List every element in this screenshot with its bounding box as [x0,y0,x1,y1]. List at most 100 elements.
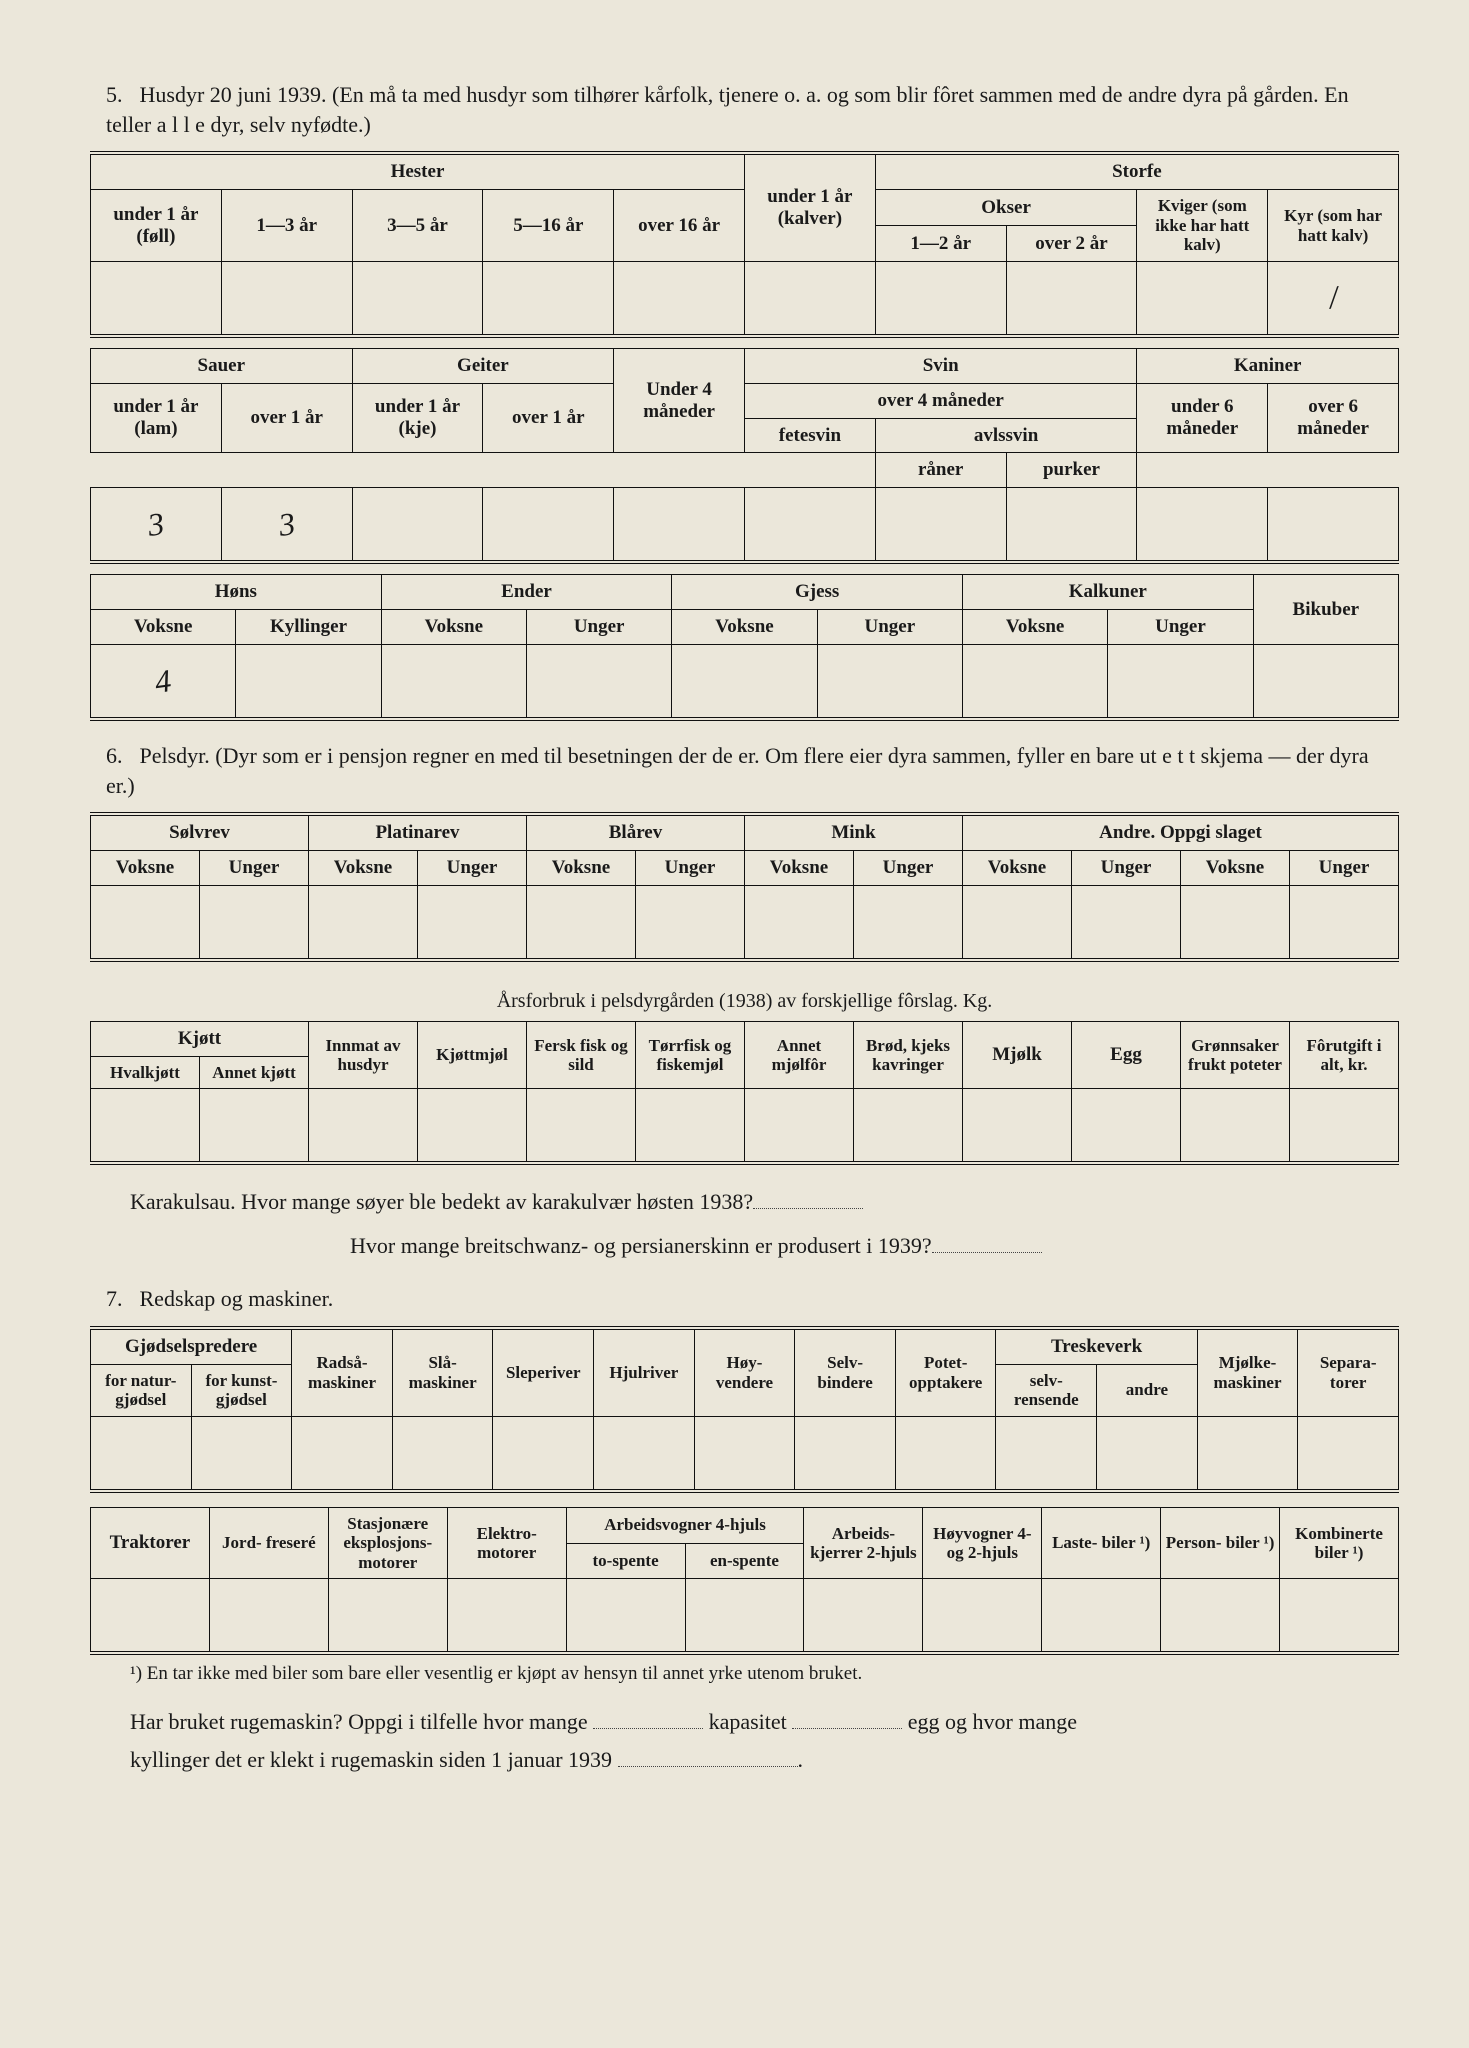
cell[interactable] [209,1579,328,1654]
h-arbeidsvogner: Arbeidsvogner 4-hjuls [566,1507,804,1543]
cell[interactable] [744,261,875,336]
cell[interactable] [292,1416,393,1491]
fill-in[interactable] [618,1748,798,1767]
cell[interactable] [875,261,1006,336]
cell[interactable] [996,1416,1097,1491]
cell[interactable] [236,644,381,719]
cell[interactable] [745,1089,854,1164]
cell[interactable] [447,1579,566,1654]
cell[interactable] [1072,885,1181,960]
karakulsau-q2: Hvor mange breitschwanz- og persianerski… [350,1227,1399,1264]
cell[interactable] [566,1579,685,1654]
cell[interactable] [200,1089,309,1164]
cell[interactable] [1280,1579,1399,1654]
fill-in[interactable] [792,1711,902,1730]
cell[interactable] [1268,488,1399,563]
cell[interactable] [352,488,483,563]
cell[interactable] [91,1579,210,1654]
pelsdyr-forbruk-caption: Årsforbruk i pelsdyrgården (1938) av for… [90,990,1399,1013]
cell[interactable] [527,885,636,960]
cell[interactable] [418,885,527,960]
cell[interactable] [381,644,526,719]
cell[interactable] [493,1416,594,1491]
cell[interactable] [817,644,962,719]
cell[interactable] [1137,261,1268,336]
cell[interactable] [91,885,200,960]
h: Unger [854,851,963,886]
cell[interactable] [923,1579,1042,1654]
cell[interactable] [854,1089,963,1164]
cell[interactable] [1108,644,1253,719]
cell[interactable] [328,1579,447,1654]
cell[interactable] [672,644,817,719]
cell[interactable] [1181,885,1290,960]
cell[interactable] [1097,1416,1198,1491]
header-svin-u4: Under 4 måneder [614,348,745,453]
header-bikuber: Bikuber [1253,575,1398,645]
cell[interactable] [309,885,418,960]
table-redskap-2: Traktorer Jord- freseré Stasjonære ekspl… [90,1507,1399,1656]
cell[interactable] [685,1579,804,1654]
cell[interactable] [352,261,483,336]
cell[interactable] [91,1416,192,1491]
cell[interactable] [804,1579,923,1654]
cell[interactable] [1290,1089,1399,1164]
cell-sau-u1[interactable]: 3 [91,488,222,563]
cell-hons-voksne[interactable]: 4 [91,644,236,719]
cell[interactable] [1137,488,1268,563]
cell[interactable] [614,261,745,336]
cell[interactable] [1253,644,1398,719]
cell[interactable] [795,1416,896,1491]
cell[interactable] [1298,1416,1399,1491]
cell[interactable] [1290,885,1399,960]
cell[interactable] [1006,488,1137,563]
cell[interactable] [91,261,222,336]
cell-sau-o1[interactable]: 3 [221,488,352,563]
cell[interactable] [191,1416,292,1491]
header-okser: Okser [875,190,1137,226]
cell[interactable] [694,1416,795,1491]
header-platinarev: Platinarev [309,814,527,850]
cell[interactable] [614,488,745,563]
cell[interactable] [1197,1416,1298,1491]
cell[interactable] [1072,1089,1181,1164]
cell[interactable] [875,488,1006,563]
cell-kyr[interactable]: / [1268,261,1399,336]
cell[interactable] [1042,1579,1161,1654]
h-personbiler: Person- biler ¹) [1161,1507,1280,1579]
cell[interactable] [483,488,614,563]
cell[interactable] [895,1416,996,1491]
cell[interactable] [418,1089,527,1164]
cell[interactable] [594,1416,695,1491]
header-voksne: Voksne [672,610,817,645]
cell[interactable] [527,1089,636,1164]
cell[interactable] [1161,1579,1280,1654]
cell[interactable] [854,885,963,960]
h-gkunst: for kunst- gjødsel [191,1364,292,1416]
header-ender: Ender [381,575,672,610]
fill-in[interactable] [593,1711,703,1730]
cell[interactable] [962,644,1107,719]
cell[interactable] [744,488,875,563]
cell[interactable] [483,261,614,336]
cell[interactable] [963,1089,1072,1164]
cell[interactable] [636,1089,745,1164]
cell[interactable] [745,885,854,960]
cell[interactable] [221,261,352,336]
h-treskeverk: Treskeverk [996,1328,1197,1364]
cell[interactable] [1181,1089,1290,1164]
fill-in[interactable] [753,1191,863,1210]
header-kjott: Kjøtt [91,1021,309,1056]
cell[interactable] [526,644,671,719]
cell[interactable] [200,885,309,960]
header-sau-o1: over 1 år [221,383,352,453]
cell[interactable] [963,885,1072,960]
cell[interactable] [1006,261,1137,336]
cell[interactable] [91,1089,200,1164]
h-hoyvogner: Høyvogner 4- og 2-hjuls [923,1507,1042,1579]
cell[interactable] [636,885,745,960]
table-pelsdyr-forbruk: Kjøtt Innmat av husdyr Kjøttmjøl Fersk f… [90,1021,1399,1165]
fill-in[interactable] [932,1234,1042,1253]
cell[interactable] [392,1416,493,1491]
cell[interactable] [309,1089,418,1164]
